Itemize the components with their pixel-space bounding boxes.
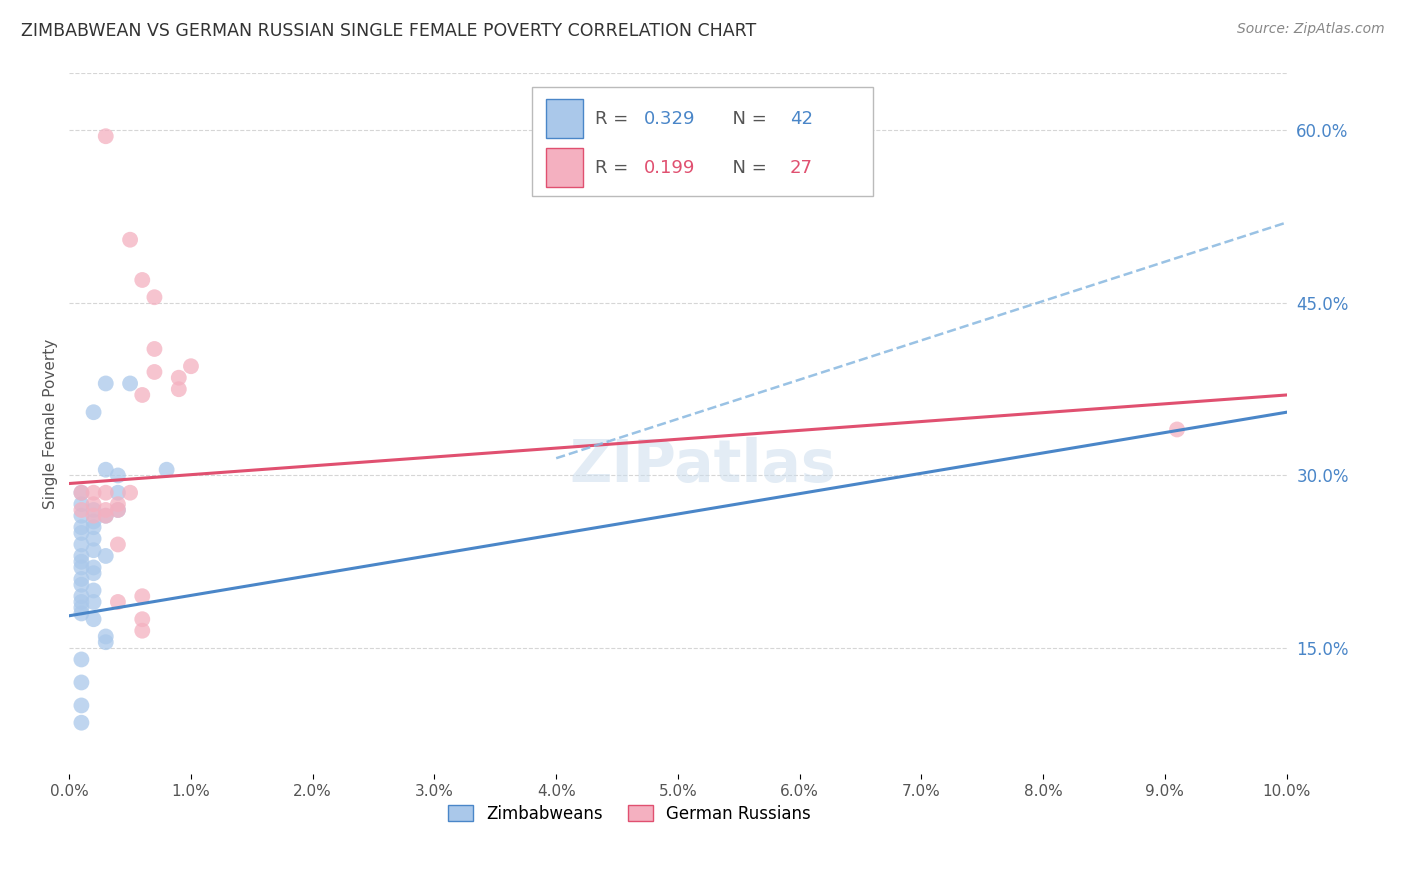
Point <box>83 497 105 511</box>
Point <box>83 520 105 534</box>
Point <box>94 129 117 144</box>
Point <box>1166 422 1188 436</box>
Point <box>83 532 105 546</box>
Point <box>70 572 93 586</box>
Point <box>83 405 105 419</box>
Point <box>70 698 93 713</box>
Point <box>94 485 117 500</box>
Point <box>143 290 166 304</box>
Point <box>83 515 105 529</box>
Text: 42: 42 <box>790 110 813 128</box>
Point <box>70 537 93 551</box>
Text: 0.199: 0.199 <box>644 159 695 177</box>
Point <box>70 520 93 534</box>
Point <box>167 382 190 396</box>
Point <box>180 359 202 374</box>
Point <box>70 578 93 592</box>
Point <box>70 589 93 603</box>
Point <box>94 376 117 391</box>
Point <box>131 612 153 626</box>
Point <box>83 595 105 609</box>
Legend: Zimbabweans, German Russians: Zimbabweans, German Russians <box>441 798 817 830</box>
Point <box>70 600 93 615</box>
Point <box>156 463 179 477</box>
Point <box>70 503 93 517</box>
Text: N =: N = <box>720 159 772 177</box>
Point <box>83 503 105 517</box>
Text: ZIMBABWEAN VS GERMAN RUSSIAN SINGLE FEMALE POVERTY CORRELATION CHART: ZIMBABWEAN VS GERMAN RUSSIAN SINGLE FEMA… <box>21 22 756 40</box>
Point <box>131 388 153 402</box>
Point <box>167 370 190 384</box>
Point <box>143 342 166 356</box>
Point <box>83 560 105 574</box>
Text: 27: 27 <box>790 159 813 177</box>
Point <box>107 485 129 500</box>
Point <box>120 376 142 391</box>
Point <box>94 785 117 799</box>
Text: R =: R = <box>595 110 634 128</box>
Point <box>107 595 129 609</box>
Point <box>70 485 93 500</box>
Point <box>94 508 117 523</box>
Point <box>94 508 117 523</box>
Point <box>70 555 93 569</box>
Point <box>120 485 142 500</box>
Point <box>70 595 93 609</box>
Point <box>83 583 105 598</box>
Point <box>70 675 93 690</box>
Point <box>70 715 93 730</box>
Text: R =: R = <box>595 159 634 177</box>
Point <box>70 607 93 621</box>
Point <box>94 630 117 644</box>
Point <box>94 503 117 517</box>
Point <box>70 525 93 540</box>
Point <box>70 497 93 511</box>
Point <box>70 560 93 574</box>
Point <box>83 485 105 500</box>
FancyBboxPatch shape <box>531 87 873 195</box>
Text: Source: ZipAtlas.com: Source: ZipAtlas.com <box>1237 22 1385 37</box>
Point <box>70 508 93 523</box>
Y-axis label: Single Female Poverty: Single Female Poverty <box>44 339 58 508</box>
Point <box>107 537 129 551</box>
Point <box>70 652 93 666</box>
Point <box>94 463 117 477</box>
FancyBboxPatch shape <box>547 148 583 187</box>
Point <box>107 503 129 517</box>
Text: 0.329: 0.329 <box>644 110 696 128</box>
Point <box>131 624 153 638</box>
FancyBboxPatch shape <box>547 99 583 138</box>
Point <box>83 543 105 558</box>
Text: ZIPatlas: ZIPatlas <box>569 437 835 494</box>
Point <box>94 549 117 563</box>
Point <box>83 612 105 626</box>
Point <box>70 549 93 563</box>
Point <box>107 503 129 517</box>
Point <box>107 468 129 483</box>
Point <box>107 497 129 511</box>
Point <box>94 635 117 649</box>
Point <box>143 365 166 379</box>
Point <box>131 273 153 287</box>
Text: N =: N = <box>720 110 772 128</box>
Point <box>83 508 105 523</box>
Point <box>70 485 93 500</box>
Point <box>120 233 142 247</box>
Point <box>83 566 105 581</box>
Point <box>131 589 153 603</box>
